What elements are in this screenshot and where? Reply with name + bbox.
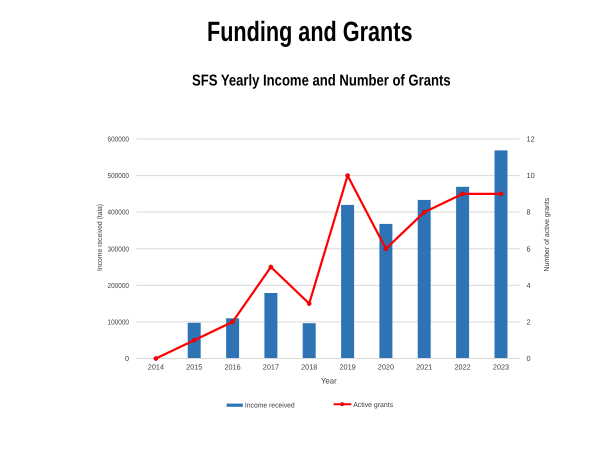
svg-text:2022: 2022: [455, 363, 471, 372]
svg-text:2018: 2018: [301, 363, 317, 372]
svg-text:2019: 2019: [340, 363, 356, 372]
svg-text:400000: 400000: [108, 208, 130, 217]
svg-text:2017: 2017: [263, 363, 279, 372]
svg-text:600000: 600000: [108, 135, 130, 144]
svg-text:200000: 200000: [108, 281, 130, 290]
svg-text:500000: 500000: [108, 171, 130, 180]
svg-text:Active grants: Active grants: [353, 401, 393, 409]
svg-text:Income received (tala): Income received (tala): [95, 204, 104, 271]
svg-text:10: 10: [527, 171, 535, 180]
svg-text:0: 0: [527, 354, 531, 363]
svg-text:4: 4: [527, 281, 531, 290]
svg-text:100000: 100000: [108, 317, 130, 326]
svg-text:2015: 2015: [186, 363, 202, 372]
svg-text:0: 0: [125, 354, 129, 363]
svg-text:Funding and Grants: Funding and Grants: [207, 16, 413, 47]
svg-text:2014: 2014: [148, 363, 164, 372]
svg-text:Year: Year: [321, 377, 337, 386]
svg-text:12: 12: [527, 135, 535, 144]
svg-text:300000: 300000: [108, 244, 130, 253]
svg-text:Number of active grants: Number of active grants: [542, 197, 551, 271]
svg-text:2021: 2021: [416, 363, 432, 372]
svg-text:6: 6: [527, 244, 531, 253]
svg-text:SFS Yearly Income and Number o: SFS Yearly Income and Number of Grants: [192, 72, 451, 89]
svg-text:2020: 2020: [378, 363, 394, 372]
svg-text:2: 2: [527, 317, 531, 326]
svg-text:Income received: Income received: [245, 401, 295, 409]
svg-text:2023: 2023: [493, 363, 509, 372]
svg-text:8: 8: [527, 208, 531, 217]
svg-text:2016: 2016: [225, 363, 241, 372]
